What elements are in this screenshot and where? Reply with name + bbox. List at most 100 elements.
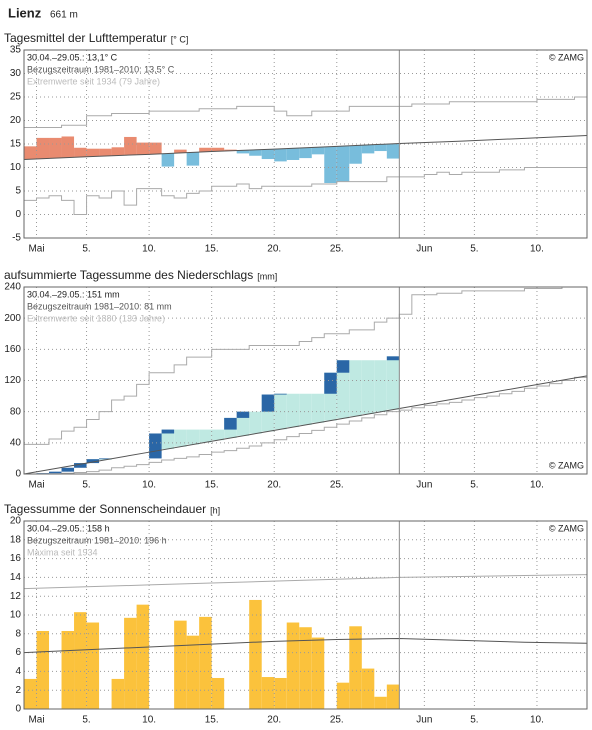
plot-area: [24, 599, 400, 709]
x-tick-label: 15.: [205, 244, 219, 255]
annotation: 30.04.–29.05.: 158 h: [27, 523, 110, 533]
anomaly-bar: [274, 148, 287, 162]
x-tick-label: 5.: [82, 715, 90, 726]
x-tick-label: 5.: [470, 244, 478, 255]
chart: Tagesmittel der Lufttemperatur [° C] -5 0 5 1…: [4, 31, 588, 255]
x-tick-label: 20.: [267, 715, 281, 726]
anomaly-bar: [49, 137, 62, 159]
daily-increment: [86, 459, 100, 464]
x-tick-label: 10.: [530, 244, 544, 255]
daily-increment: [336, 360, 350, 373]
y-tick-label: 14: [10, 572, 22, 583]
anomaly-bar: [386, 143, 400, 159]
annotation: Maxima seit 1934: [27, 547, 98, 557]
anomaly-bar: [286, 148, 300, 160]
daily-increment: [224, 417, 237, 430]
daily-increment: [261, 394, 275, 412]
y-tick-label: 40: [10, 437, 22, 448]
x-tick-label: Mai: [28, 244, 44, 255]
anomaly-bar: [24, 146, 37, 160]
x-tick-label: 20.: [267, 244, 281, 255]
anomaly-bar: [174, 149, 187, 153]
excess-area: [286, 393, 300, 428]
anomaly-bar: [61, 136, 75, 158]
y-tick-label: 18: [10, 534, 22, 545]
daily-increment: [324, 372, 337, 394]
extreme-line: [24, 167, 587, 215]
excess-area: [374, 360, 387, 412]
anomaly-bar: [249, 149, 262, 156]
y-tick-label: 35: [10, 45, 22, 56]
x-tick-label: 20.: [267, 480, 281, 491]
y-tick-label: 6: [15, 647, 21, 658]
y-tick-label: 10: [10, 610, 22, 621]
excess-area: [199, 429, 212, 443]
anomaly-bar: [136, 142, 150, 155]
bar: [174, 620, 187, 709]
annotation: 30.04.–29.05.: 151 mm: [27, 289, 120, 299]
x-tick-label: 25.: [330, 715, 344, 726]
y-tick-label: 12: [10, 591, 22, 602]
annotation: Extremwerte seit 1934 (79 Jahre): [27, 76, 160, 86]
plot-area: [24, 356, 400, 474]
x-tick-label: Jun: [416, 244, 432, 255]
y-tick-label: 30: [10, 68, 22, 79]
bar: [211, 677, 225, 709]
bar: [86, 622, 100, 709]
bar: [74, 612, 87, 709]
y-tick-label: 8: [15, 628, 21, 639]
daily-increment: [99, 458, 112, 460]
chart-unit: [mm]: [257, 271, 277, 281]
x-tick-label: 15.: [205, 480, 219, 491]
bar: [299, 627, 312, 709]
x-tick-label: 5.: [82, 480, 90, 491]
chart-unit: [° C]: [171, 34, 189, 44]
daily-increment: [149, 433, 162, 459]
anomaly-bar: [236, 150, 250, 154]
excess-area: [349, 360, 362, 417]
chart-unit: [h]: [210, 505, 220, 515]
daily-increment: [236, 411, 250, 418]
chart-title: Tagesmittel der Lufttemperatur: [4, 31, 167, 45]
anomaly-bar: [336, 146, 350, 182]
bar: [36, 630, 50, 709]
x-tick-label: 10.: [530, 715, 544, 726]
bar: [286, 622, 300, 709]
excess-area: [386, 356, 400, 410]
bar: [24, 678, 37, 709]
y-tick-label: 80: [10, 406, 22, 417]
daily-increment: [386, 356, 400, 361]
anomaly-bar: [111, 147, 125, 156]
plot-frame: [23, 520, 588, 710]
normal-line: [23, 637, 588, 654]
anomaly-bar: [186, 152, 200, 166]
x-tick-label: 10.: [142, 715, 156, 726]
plot-area: [24, 136, 400, 184]
y-tick-label: 200: [4, 313, 21, 324]
bar: [311, 637, 325, 709]
credit: © ZAMG: [549, 460, 584, 470]
y-tick-label: 20: [10, 115, 22, 126]
x-tick-label: 15.: [205, 715, 219, 726]
annotation: Bezugszeitraum 1981–2010: 81 mm: [27, 301, 172, 311]
bar: [124, 617, 137, 709]
excess-area: [186, 429, 200, 445]
extreme-line: [23, 574, 588, 590]
chart: aufsummierte Tagessumme des Niederschlag…: [4, 268, 588, 491]
y-tick-label: 160: [4, 344, 21, 355]
extreme-line: [24, 286, 587, 445]
excess-area: [361, 360, 375, 415]
x-tick-label: 10.: [530, 480, 544, 491]
excess-area: [311, 393, 325, 423]
y-tick-label: 16: [10, 553, 22, 564]
y-tick-label: 10: [10, 162, 22, 173]
daily-increment: [49, 471, 62, 474]
bar: [386, 684, 400, 709]
anomaly-bar: [361, 144, 375, 154]
credit: © ZAMG: [549, 52, 584, 62]
bar: [61, 630, 75, 709]
x-tick-label: 5.: [470, 480, 478, 491]
bar: [361, 668, 375, 709]
station-name: Lienz: [8, 5, 42, 20]
excess-area: [249, 411, 262, 434]
